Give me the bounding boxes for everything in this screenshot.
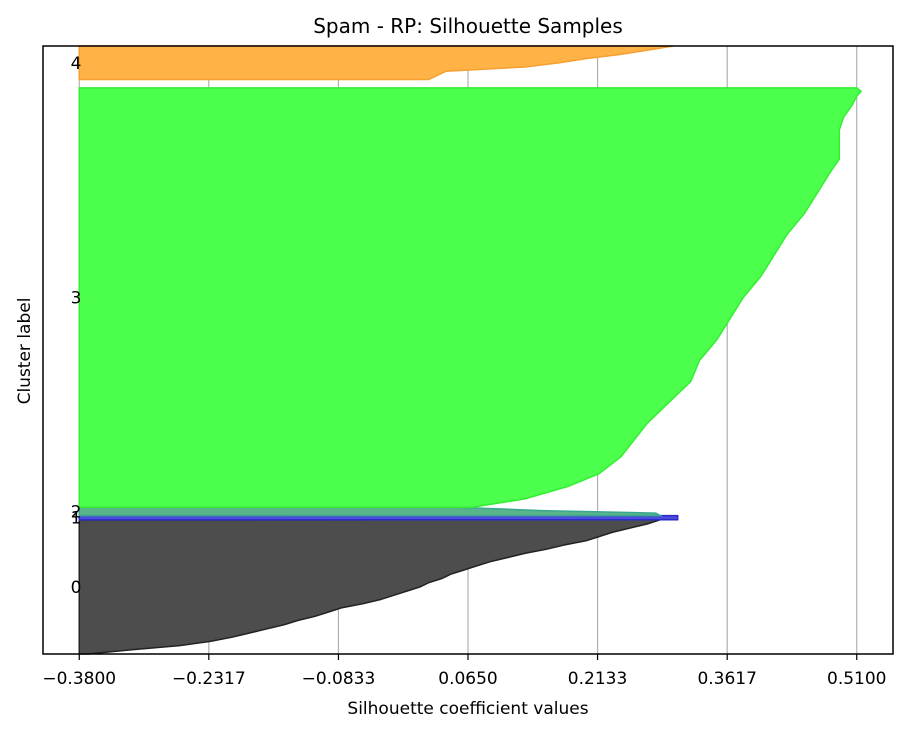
cluster-label-1: 1 bbox=[71, 509, 82, 529]
x-tick-label: −0.2317 bbox=[172, 669, 246, 689]
x-tick-label: 0.3617 bbox=[697, 669, 756, 689]
cluster-area-1 bbox=[78, 514, 679, 521]
chart-title: Spam - RP: Silhouette Samples bbox=[313, 14, 623, 38]
cluster-label-2: 2 bbox=[71, 502, 82, 522]
cluster-label-0: 0 bbox=[71, 578, 82, 598]
cluster-area-3 bbox=[78, 87, 863, 508]
cluster-area-0 bbox=[78, 519, 661, 655]
cluster-label-3: 3 bbox=[71, 289, 82, 309]
cluster-labels: 0 12 3 4 bbox=[71, 54, 82, 598]
x-tick-label: 0.2133 bbox=[568, 669, 627, 689]
cluster-areas bbox=[78, 45, 863, 655]
cluster-area-2 bbox=[78, 506, 664, 517]
x-tick-label: 0.0650 bbox=[438, 669, 497, 689]
x-tick-label: −0.0833 bbox=[302, 669, 376, 689]
x-tick-label: 0.5100 bbox=[827, 669, 886, 689]
x-tick-label: −0.3800 bbox=[42, 669, 116, 689]
plot-area: 0 12 3 4 bbox=[42, 45, 894, 655]
cluster-label-4: 4 bbox=[71, 54, 82, 74]
y-axis-label: Cluster label bbox=[15, 298, 35, 405]
x-axis-label: Silhouette coefficient values bbox=[347, 699, 588, 719]
cluster-area-4 bbox=[78, 45, 674, 81]
x-axis: −0.3800 −0.2317 −0.0833 0.0650 0.2133 0.3617 0… bbox=[42, 654, 886, 689]
